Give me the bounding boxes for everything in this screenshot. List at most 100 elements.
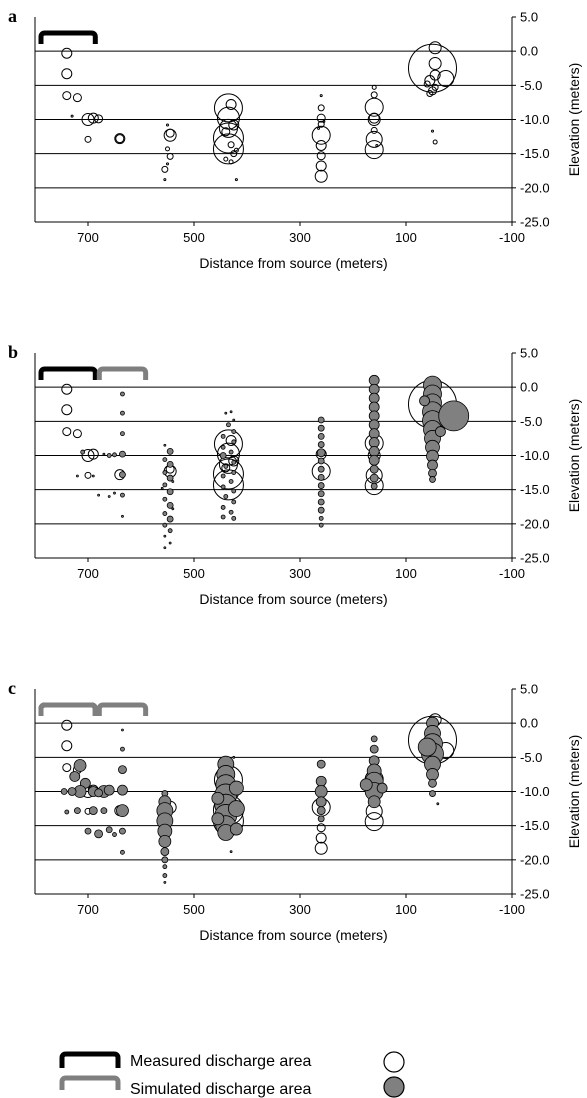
simulated-point [116,804,129,818]
y-tick-label: -20.0 [520,180,550,195]
measured-discharge-bracket [38,30,98,44]
simulated-point [229,410,233,414]
simulated-point [168,541,172,545]
simulated-point [162,864,168,870]
measured-point [428,41,442,55]
simulated-point [231,499,237,505]
simulated-point [317,441,325,448]
simulated-point [97,493,100,497]
simulated-point [119,471,126,479]
measured-point [431,83,439,91]
simulated-point [220,473,226,479]
simulated-point [119,450,126,458]
simulated-point [166,447,174,455]
simulated-point [160,486,164,490]
simulated-point [317,498,325,506]
simulated-point [120,410,125,416]
simulated-point [428,778,437,788]
y-tick-label: 5.0 [520,682,538,697]
measured-point [230,150,238,158]
panel-letter: a [8,6,17,26]
y-tick-label: -15.0 [520,146,550,161]
simulated-point [317,465,325,473]
simulated-point [316,806,326,816]
measured-point [375,143,379,147]
measured-point [61,68,73,80]
panel-b: b 5.0 0.0 -5.0 -10.0 -15.0 -20.0 -25.0 700 500 300… [8,342,582,607]
x-tick-label: 700 [77,902,99,917]
simulated-point [121,514,124,518]
measured-discharge-bracket [38,366,98,380]
x-tick-label: 100 [395,230,417,245]
simulated-point [220,444,226,450]
y-tick-label: -25.0 [520,887,550,902]
legend-measured-label: Measured discharge area [130,1053,312,1070]
measured-point [423,80,431,88]
simulated-point [161,856,169,864]
x-axis-label: Distance from source (meters) [199,927,387,943]
y-tick-label: -25.0 [520,215,550,230]
measured-point [213,93,243,123]
simulated-point [229,850,233,854]
measured-point [234,178,238,182]
simulated-point [163,443,167,447]
measured-point [62,91,72,101]
measured-point [315,832,327,844]
simulated-point [162,482,168,488]
simulated-point [317,432,325,440]
simulated-point [429,476,436,483]
simulated-point [100,807,108,815]
simulated-point [227,800,245,817]
x-tick-label: 500 [183,566,205,581]
simulated-point [80,449,86,455]
simulated-point [107,495,111,498]
measured-point [365,130,383,148]
measured-point [115,134,125,144]
simulated-point [427,459,438,471]
measured-point [315,139,327,151]
simulated-point [436,802,440,806]
simulated-point [317,473,325,481]
measured-point [228,455,240,467]
measured-point [221,463,231,473]
x-tick-label: 700 [77,230,99,245]
simulated-point [228,509,234,515]
simulated-point [370,482,378,490]
simulated-point [219,452,227,459]
measured-point [81,449,95,462]
simulated-point [223,464,229,469]
simulated-point [162,457,168,463]
x-axis-label: Distance from source (meters) [199,591,387,607]
measured-point [426,90,434,98]
measured-point [371,84,377,90]
simulated-point [60,788,68,795]
simulated-point [160,847,170,857]
simulated-point [318,522,324,528]
y-tick-label: -20.0 [520,516,550,531]
measured-point [212,469,244,501]
y-tick-label: -10.0 [520,784,550,799]
measured-point [316,151,326,161]
measured-point [62,427,72,437]
measured-point [437,70,455,87]
simulated-point [103,784,115,796]
measured-point [70,114,74,118]
measured-point [61,740,73,752]
y-axis-label: Elevation (meters) [566,735,582,849]
legend: Measured discharge area Simulated discha… [59,1051,405,1098]
series-simulated [60,716,444,884]
simulated-point [317,482,325,489]
y-tick-label: -5.0 [520,414,542,429]
measured-point [221,127,231,137]
simulated-point [232,755,236,759]
x-tick-label: 300 [289,566,311,581]
legend-simulated-bracket [59,1075,121,1090]
simulated-point [419,395,430,407]
measured-point [432,139,438,145]
simulated-point [316,448,326,458]
x-tick-label: -100 [499,566,525,581]
simulated-point [166,460,174,468]
measured-point [72,429,82,439]
simulated-point [369,744,379,754]
